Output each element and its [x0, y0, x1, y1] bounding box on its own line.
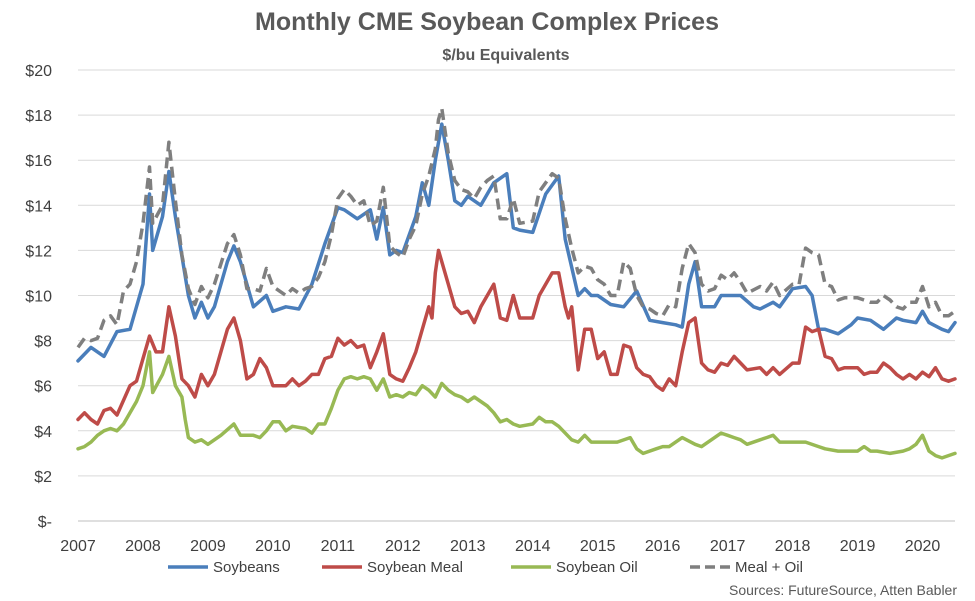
legend-label: Soybean Meal — [367, 559, 463, 576]
x-tick-label: 2012 — [385, 538, 421, 555]
series-line-soybean-meal — [76, 248, 957, 426]
x-tick-label: 2020 — [905, 538, 941, 555]
x-tick-label: 2016 — [645, 538, 681, 555]
series-lines — [76, 106, 957, 460]
y-tick-label: $16 — [25, 153, 52, 170]
legend-label: Meal + Oil — [735, 559, 803, 576]
x-tick-label: 2018 — [775, 538, 811, 555]
y-axis-ticks: $- $2 $4 $6 $8 $10 $12 $14 $16 $18 $20 — [25, 63, 52, 531]
series-line-soybeans — [76, 122, 957, 363]
y-tick-label: $2 — [34, 469, 52, 486]
legend-label: Soybeans — [213, 559, 280, 576]
y-tick-label: $14 — [25, 198, 52, 215]
y-tick-label: $20 — [25, 63, 52, 80]
x-tick-label: 2011 — [321, 538, 356, 555]
x-tick-label: 2019 — [840, 538, 876, 555]
y-tick-label: $10 — [25, 289, 52, 306]
legend-label: Soybean Oil — [556, 559, 638, 576]
legend: Soybeans Soybean Meal Soybean Oil Meal + Oi… — [168, 559, 803, 576]
x-tick-label: 2017 — [710, 538, 746, 555]
y-tick-label: $- — [38, 514, 52, 531]
x-tick-label: 2009 — [190, 538, 226, 555]
series-line-meal-oil — [76, 106, 956, 349]
x-tick-label: 2014 — [515, 538, 551, 555]
source-note: Sources: FutureSource, Atten Babler — [729, 582, 957, 598]
x-tick-label: 2010 — [255, 538, 291, 555]
chart-subtitle: $/bu Equivalents — [442, 47, 569, 64]
y-tick-label: $4 — [34, 424, 52, 441]
x-tick-label: 2007 — [60, 538, 96, 555]
series-line-soybean-oil — [76, 350, 957, 460]
y-tick-label: $8 — [34, 334, 52, 351]
y-tick-label: $18 — [25, 108, 52, 125]
x-tick-label: 2008 — [125, 538, 161, 555]
y-tick-label: $12 — [25, 243, 52, 260]
x-tick-label: 2013 — [450, 538, 486, 555]
x-axis-ticks: 2007 2008 2009 2010 2011 2012 2013 2014 2015 2016… — [60, 538, 940, 555]
y-tick-label: $6 — [34, 379, 52, 396]
chart-title: Monthly CME Soybean Complex Prices — [255, 8, 719, 36]
x-tick-label: 2015 — [580, 538, 616, 555]
